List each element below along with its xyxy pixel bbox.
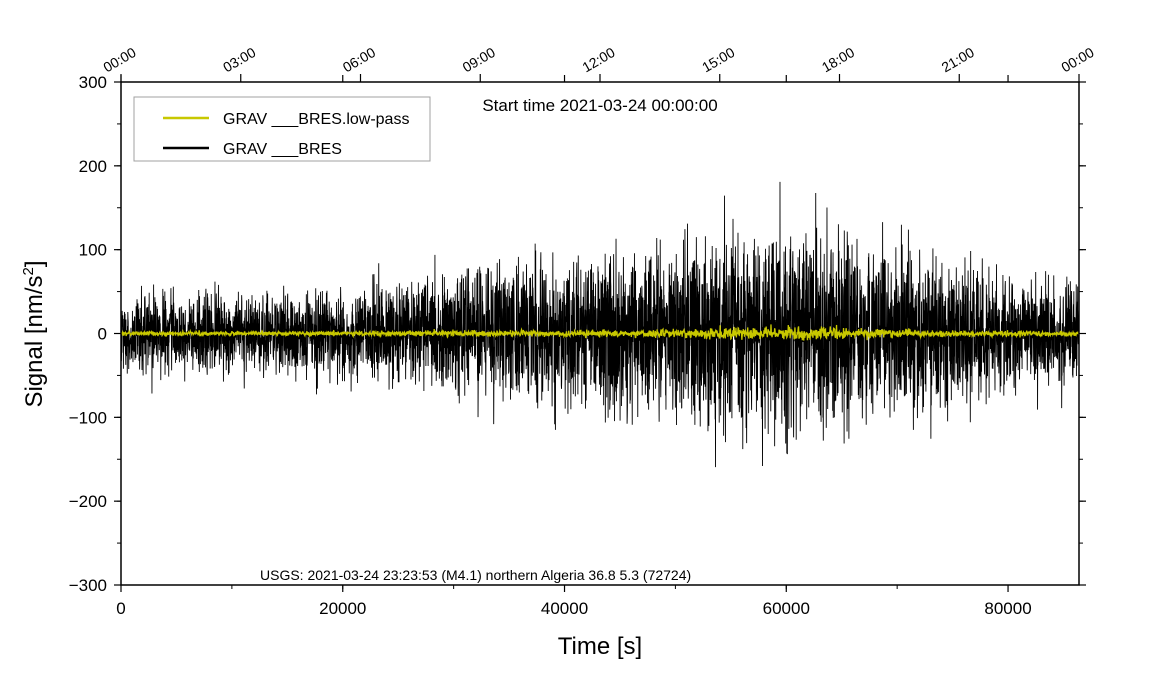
x-tick-label: 80000 <box>984 599 1031 618</box>
event-annotation: USGS: 2021-03-24 23:23:53 (M4.1) norther… <box>260 567 691 583</box>
legend-label-lowpass: GRAV ___BRES.low-pass <box>223 111 409 128</box>
top-tick-label: 09:00 <box>460 44 499 75</box>
series-line-raw <box>121 181 1079 468</box>
top-tick-label: 21:00 <box>939 44 978 75</box>
x-axis: 0 20000 40000 60000 80000 <box>116 75 1032 618</box>
x-tick-label: 40000 <box>541 599 588 618</box>
top-tick-label: 00:00 <box>1058 44 1097 75</box>
top-tick-label: 15:00 <box>699 44 738 75</box>
series-line-lowpass <box>121 324 1079 341</box>
legend-box <box>133 96 431 162</box>
y-tick-label: −200 <box>69 492 107 511</box>
x-axis-title: Time [s] <box>558 633 642 660</box>
top-tick-label: 06:00 <box>340 44 379 75</box>
top-tick-label: 00:00 <box>100 44 139 75</box>
top-tick-label: 12:00 <box>579 44 618 75</box>
top-time-axis: 00:00 03:00 06:00 09:00 12:00 15:00 18:00 21:00… <box>100 44 1097 82</box>
chart-title: Start time 2021-03-24 00:00:00 <box>482 96 717 115</box>
y-axis-title: Signal [nm/s2] <box>20 260 48 407</box>
y-tick-label: 200 <box>79 157 107 176</box>
y-axis: −300 −200 −100 0 100 200 300 <box>69 73 1086 595</box>
y-tick-label: 300 <box>79 73 107 92</box>
plot-frame <box>120 81 1080 586</box>
y-tick-label: −100 <box>69 408 107 427</box>
y-tick-label: 0 <box>98 325 107 344</box>
top-tick-label: 03:00 <box>220 44 259 75</box>
x-tick-label: 20000 <box>319 599 366 618</box>
legend: GRAV ___BRES.low-pass GRAV ___BRES <box>133 96 431 162</box>
plot-area <box>121 181 1079 468</box>
y-tick-label: −300 <box>69 576 107 595</box>
legend-label-raw: GRAV ___BRES <box>223 141 342 158</box>
y-tick-label: 100 <box>79 241 107 260</box>
x-tick-label: 0 <box>116 599 125 618</box>
top-tick-label: 18:00 <box>819 44 858 75</box>
x-tick-label: 60000 <box>763 599 810 618</box>
